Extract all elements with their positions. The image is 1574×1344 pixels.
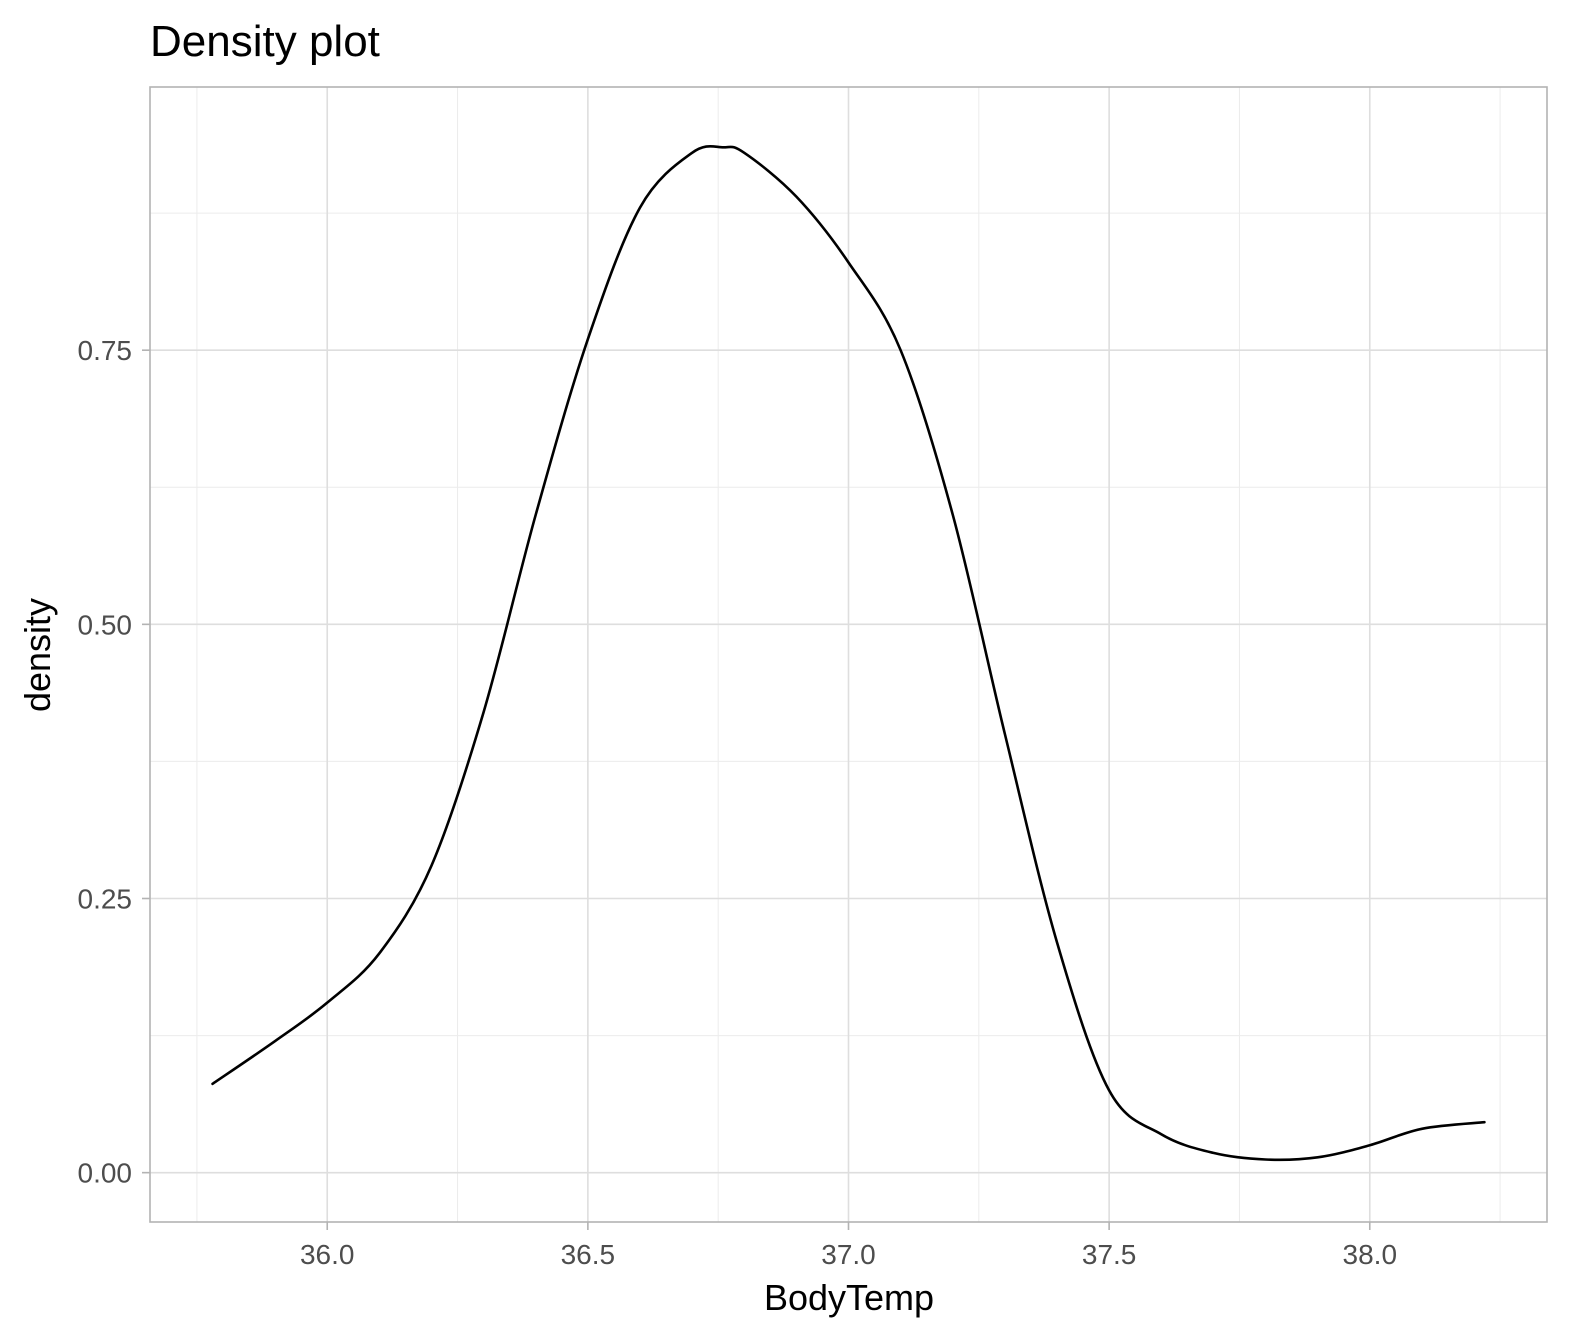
y-axis-title: density bbox=[17, 598, 58, 712]
y-tick-label: 0.75 bbox=[78, 335, 133, 366]
x-tick-label: 38.0 bbox=[1343, 1239, 1398, 1270]
x-tick-label: 36.0 bbox=[300, 1239, 355, 1270]
grid-lines bbox=[150, 87, 1547, 1222]
y-tick-label: 0.50 bbox=[78, 609, 133, 640]
x-tick-label: 37.0 bbox=[821, 1239, 876, 1270]
y-tick-label: 0.00 bbox=[78, 1158, 133, 1189]
x-axis-title: BodyTemp bbox=[764, 1277, 934, 1318]
x-tick-label: 36.5 bbox=[561, 1239, 616, 1270]
x-tick-label: 37.5 bbox=[1082, 1239, 1137, 1270]
y-tick-label: 0.25 bbox=[78, 883, 133, 914]
chart-title: Density plot bbox=[150, 17, 380, 66]
axis-ticks: 36.0 36.5 37.0 37.5 38.0 0.00 0.25 0.50 0.75 bbox=[78, 335, 1398, 1270]
density-curve bbox=[211, 144, 1486, 1162]
